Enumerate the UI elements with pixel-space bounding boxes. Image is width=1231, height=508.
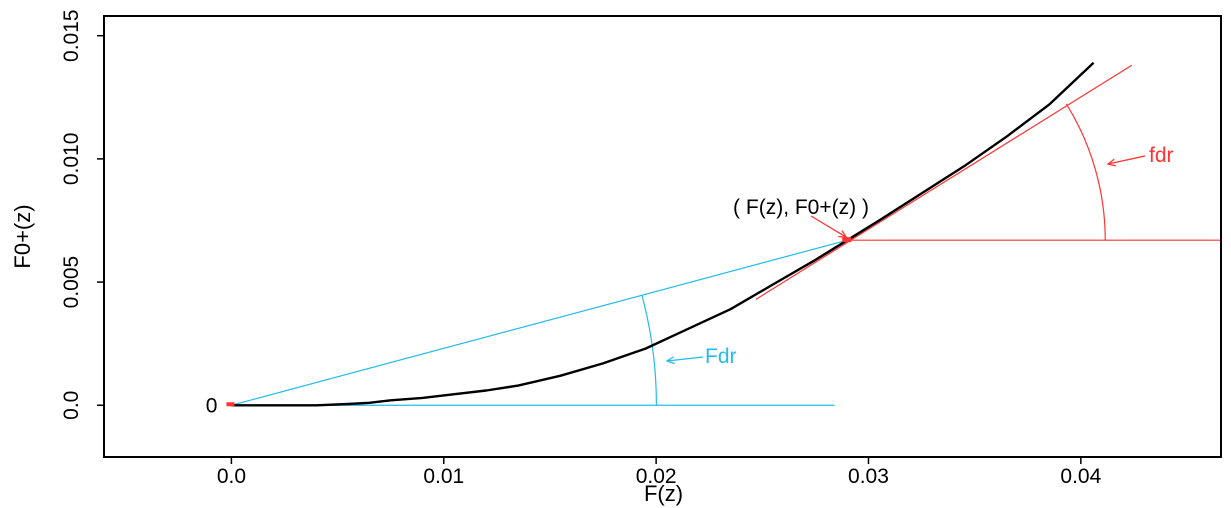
fdr-tangent-line [755, 64, 1133, 300]
fdr-arc [1065, 103, 1106, 241]
point-arrow-shaft [810, 215, 847, 238]
y-tick-label: 0.0 [60, 391, 83, 420]
fdr-arrow-shaft [1107, 155, 1146, 165]
y-axis-title: F0+(z) [10, 204, 35, 268]
fdr-label: fdr [1149, 144, 1174, 167]
Fdr-arrow-shaft [666, 356, 704, 362]
chart-lines [226, 61, 1221, 407]
point-marker [842, 237, 852, 243]
Fdr-label: Fdr [705, 345, 737, 368]
x-tick-label: 0.0 [217, 465, 246, 488]
y-tick-label: 0.005 [60, 256, 83, 309]
Fdr-arrow-head [665, 356, 675, 365]
Fdr-line [231, 239, 848, 406]
x-tick-label: 0.03 [848, 465, 889, 488]
origin-label: 0 [206, 394, 218, 417]
y-tick-label: 0.015 [60, 9, 83, 62]
y-tick-label: 0.010 [60, 133, 83, 186]
fdr-arrow-head [1106, 158, 1116, 167]
Fdr-arc [641, 295, 658, 406]
plot-frame [103, 15, 1222, 458]
point-arrow-head [838, 230, 848, 238]
x-axis-title: F(z) [644, 481, 683, 506]
origin-marker [226, 402, 235, 407]
x-tick-label: 0.04 [1060, 465, 1101, 488]
series-line [231, 61, 1095, 407]
x-tick-label: 0.02 [636, 465, 677, 488]
chart-axes: 0.0 0.01 0.02 0.03 0.04 0.0 0.005 0.010 0.015 [60, 9, 1102, 488]
x-tick-label: 0.01 [423, 465, 464, 488]
point-label: ( F(z), F0+(z) ) [733, 196, 869, 219]
